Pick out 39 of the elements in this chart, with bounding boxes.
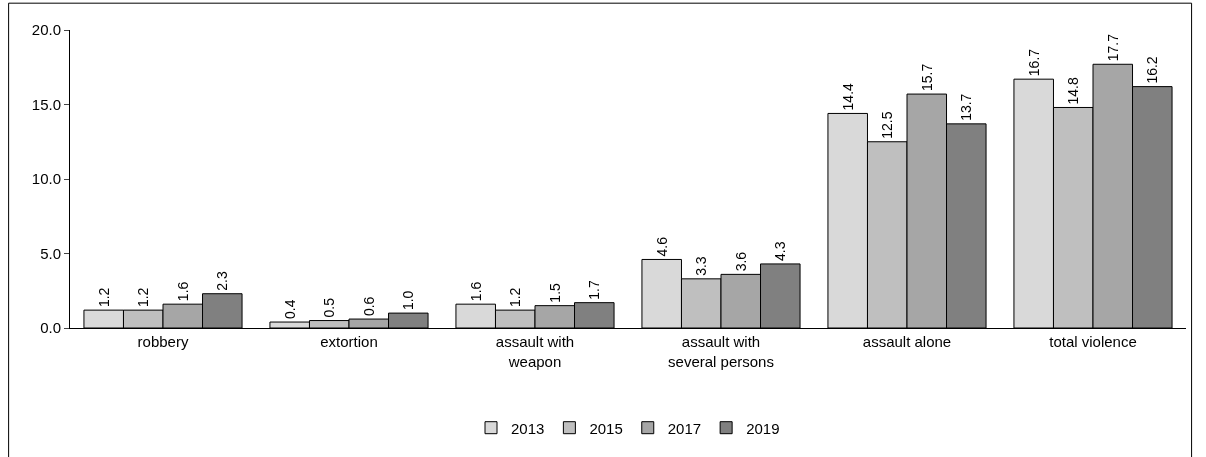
x-tick-label: extortion [320,333,378,350]
data-label: 1.7 [586,279,603,300]
data-label: 1.6 [174,281,191,302]
x-tick-label: assault alone [862,333,952,350]
data-label: 1.6 [467,281,484,302]
data-label: 2.3 [214,271,231,291]
data-label: 3.3 [693,256,710,276]
data-label: 3.6 [732,251,749,272]
data-label: 12.5 [879,111,896,139]
data-label: 1.5 [546,282,563,303]
x-tick-label: robbery [137,333,189,350]
data-label: 1.2 [507,287,524,308]
data-label: 13.7 [958,93,975,121]
data-label: 1.2 [95,287,112,308]
data-label: 17.7 [1104,33,1121,62]
y-tick-label: 20.0 [31,21,61,39]
data-label: 14.4 [839,82,856,111]
data-label: 4.6 [653,236,670,257]
data-label: 16.2 [1144,56,1161,84]
y-tick-label: 10.0 [31,170,61,188]
data-label: 0.6 [360,296,377,317]
legend-label: 2019 [746,419,780,437]
legend-label: 2017 [667,419,702,437]
data-label: 4.3 [772,241,789,261]
y-tick-label: 15.0 [31,95,61,113]
data-label: 0.5 [321,297,338,318]
data-label: 0.4 [281,299,298,320]
x-tick-label: total violence [1049,333,1137,350]
y-tick-label: 5.0 [40,244,61,262]
x-tick-label: assault with several persons [668,333,774,370]
y-tick-label: 0.0 [40,319,61,337]
legend-label: 2015 [589,419,623,437]
legend-label: 2013 [511,419,545,437]
data-label: 1.2 [135,287,152,308]
x-tick-label: assault with weapon [495,333,575,370]
data-label: 1.0 [400,290,417,311]
data-label: 16.7 [1025,48,1042,77]
data-label: 15.7 [918,63,935,92]
data-label: 14.8 [1065,77,1082,105]
